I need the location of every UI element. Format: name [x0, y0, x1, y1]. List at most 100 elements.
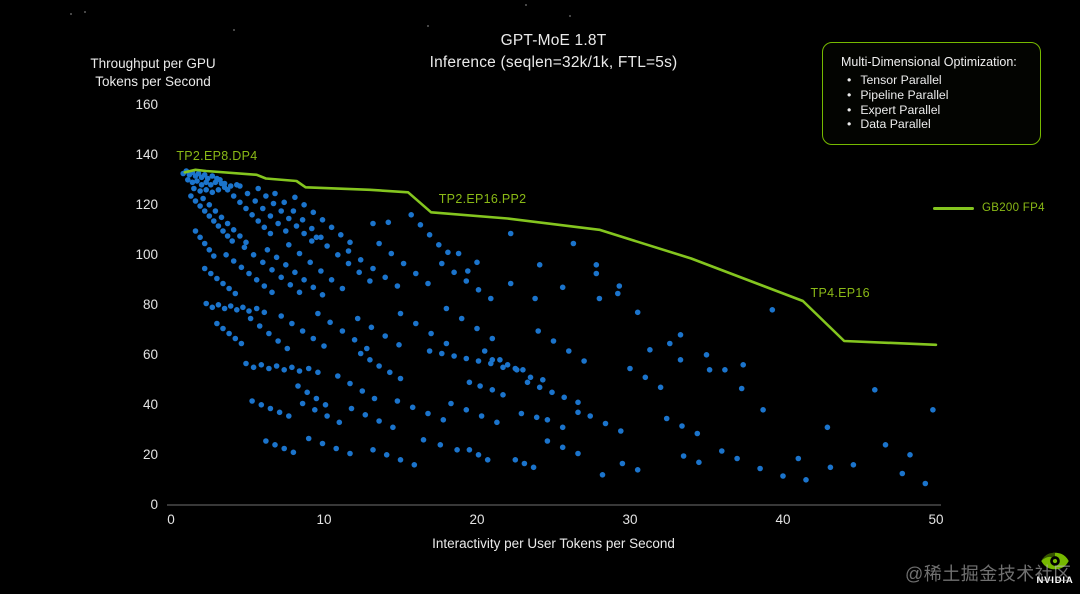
y-tick-label: 120: [135, 197, 158, 212]
scatter-point: [443, 305, 450, 312]
optimization-list: Tensor ParallelPipeline ParallelExpert P…: [839, 73, 1026, 132]
optimization-item: Tensor Parallel: [839, 73, 1026, 88]
scatter-point: [559, 424, 566, 431]
scatter-point: [220, 280, 226, 287]
optimization-box: Multi-Dimensional Optimization: Tensor P…: [822, 42, 1041, 146]
scatter-point: [677, 357, 684, 363]
scatter-point: [642, 374, 649, 381]
scatter-point: [599, 472, 606, 478]
scatter-point: [872, 387, 878, 393]
scatter-point: [489, 335, 496, 342]
scatter-point: [312, 407, 318, 413]
y-tick-label: 60: [142, 347, 158, 362]
scatter-point: [301, 230, 307, 237]
nvidia-wordmark: NVIDIA: [1036, 575, 1074, 586]
scatter-point: [357, 350, 364, 357]
scatter-point: [474, 259, 480, 266]
scatter-point: [276, 409, 283, 416]
scatter-point: [425, 280, 431, 287]
scatter-point: [260, 205, 266, 212]
scatter-point: [296, 289, 303, 296]
optimization-item: Pipeline Parallel: [839, 88, 1026, 103]
scatter-point: [694, 430, 701, 437]
scatter-point: [347, 380, 353, 387]
scatter-point: [616, 283, 623, 289]
scatter-point: [530, 464, 537, 471]
scatter-point: [319, 440, 326, 447]
scatter-point: [512, 457, 519, 463]
optimization-item: Expert Parallel: [839, 103, 1026, 118]
scatter-point: [214, 275, 220, 282]
scatter-point: [286, 215, 292, 222]
noise-speck: [525, 4, 527, 6]
scatter-point: [267, 213, 274, 219]
scatter-point: [185, 177, 191, 183]
scatter-point: [440, 417, 447, 423]
scatter-point: [520, 367, 526, 373]
scatter-point: [439, 260, 445, 267]
noise-speck: [427, 25, 429, 27]
scatter-point: [211, 218, 217, 224]
scatter-point: [218, 180, 225, 187]
scatter-point: [475, 287, 482, 293]
scatter-point: [319, 292, 326, 298]
scatter-point: [263, 438, 269, 444]
scatter-point: [223, 252, 229, 258]
scatter-point: [307, 259, 314, 266]
scatter-point: [454, 447, 460, 453]
y-axis-title-line2: Tokens per Second: [95, 74, 211, 89]
y-tick-label: 140: [135, 147, 158, 162]
scatter-point: [475, 358, 482, 364]
scatter-point: [209, 304, 216, 311]
scatter-point: [663, 415, 670, 422]
scatter-point: [328, 277, 335, 283]
scatter-point: [313, 395, 320, 402]
y-tick-label: 160: [135, 97, 158, 112]
scatter-point: [769, 307, 776, 313]
scatter-point: [289, 320, 295, 327]
scatter-point: [224, 220, 231, 227]
scatter-point: [396, 342, 402, 348]
scatter-point: [514, 367, 520, 373]
scatter-point: [336, 419, 343, 426]
scatter-point: [451, 353, 457, 359]
scatter-point: [203, 187, 209, 193]
scatter-point: [275, 220, 281, 227]
chart-title-block: GPT-MoE 1.8T Inference (seqlen=32k/1k, F…: [171, 30, 936, 74]
scatter-point: [260, 259, 266, 266]
scatter-point: [458, 315, 465, 322]
scatter-point: [738, 385, 745, 392]
noise-speck: [569, 15, 571, 17]
scatter-point: [417, 222, 424, 228]
annotation-tp2.ep8.dp4: TP2.EP8.DP4: [176, 148, 258, 163]
scatter-point: [269, 289, 275, 296]
scatter-point: [310, 209, 317, 216]
chart-title: GPT-MoE 1.8T: [500, 32, 607, 49]
annotation-tp4.ep16: TP4.EP16: [810, 286, 870, 300]
scatter-point: [524, 379, 531, 386]
scatter-point: [238, 264, 245, 271]
scatter-point: [318, 234, 324, 241]
x-tick-label: 40: [775, 512, 791, 527]
scatter-point: [310, 335, 317, 342]
scatter-point: [575, 399, 581, 406]
scatter-point: [194, 178, 200, 184]
scatter-point: [489, 387, 496, 393]
scatter-point: [281, 367, 288, 373]
scatter-point: [566, 348, 572, 354]
scatter-point: [445, 249, 451, 256]
scatter-point: [706, 367, 713, 373]
scatter-point: [757, 465, 763, 472]
scatter-point: [420, 437, 427, 443]
scatter-point: [201, 240, 208, 247]
scatter-point: [215, 302, 222, 308]
scatter-point: [189, 179, 196, 186]
scatter-point: [780, 473, 786, 479]
scatter-point: [221, 305, 228, 312]
scatter-point: [275, 338, 281, 344]
scatter-point: [488, 295, 494, 302]
scatter-point: [362, 412, 369, 418]
scatter-point: [206, 247, 213, 253]
scatter-point: [561, 394, 567, 401]
scatter-point: [290, 449, 297, 456]
